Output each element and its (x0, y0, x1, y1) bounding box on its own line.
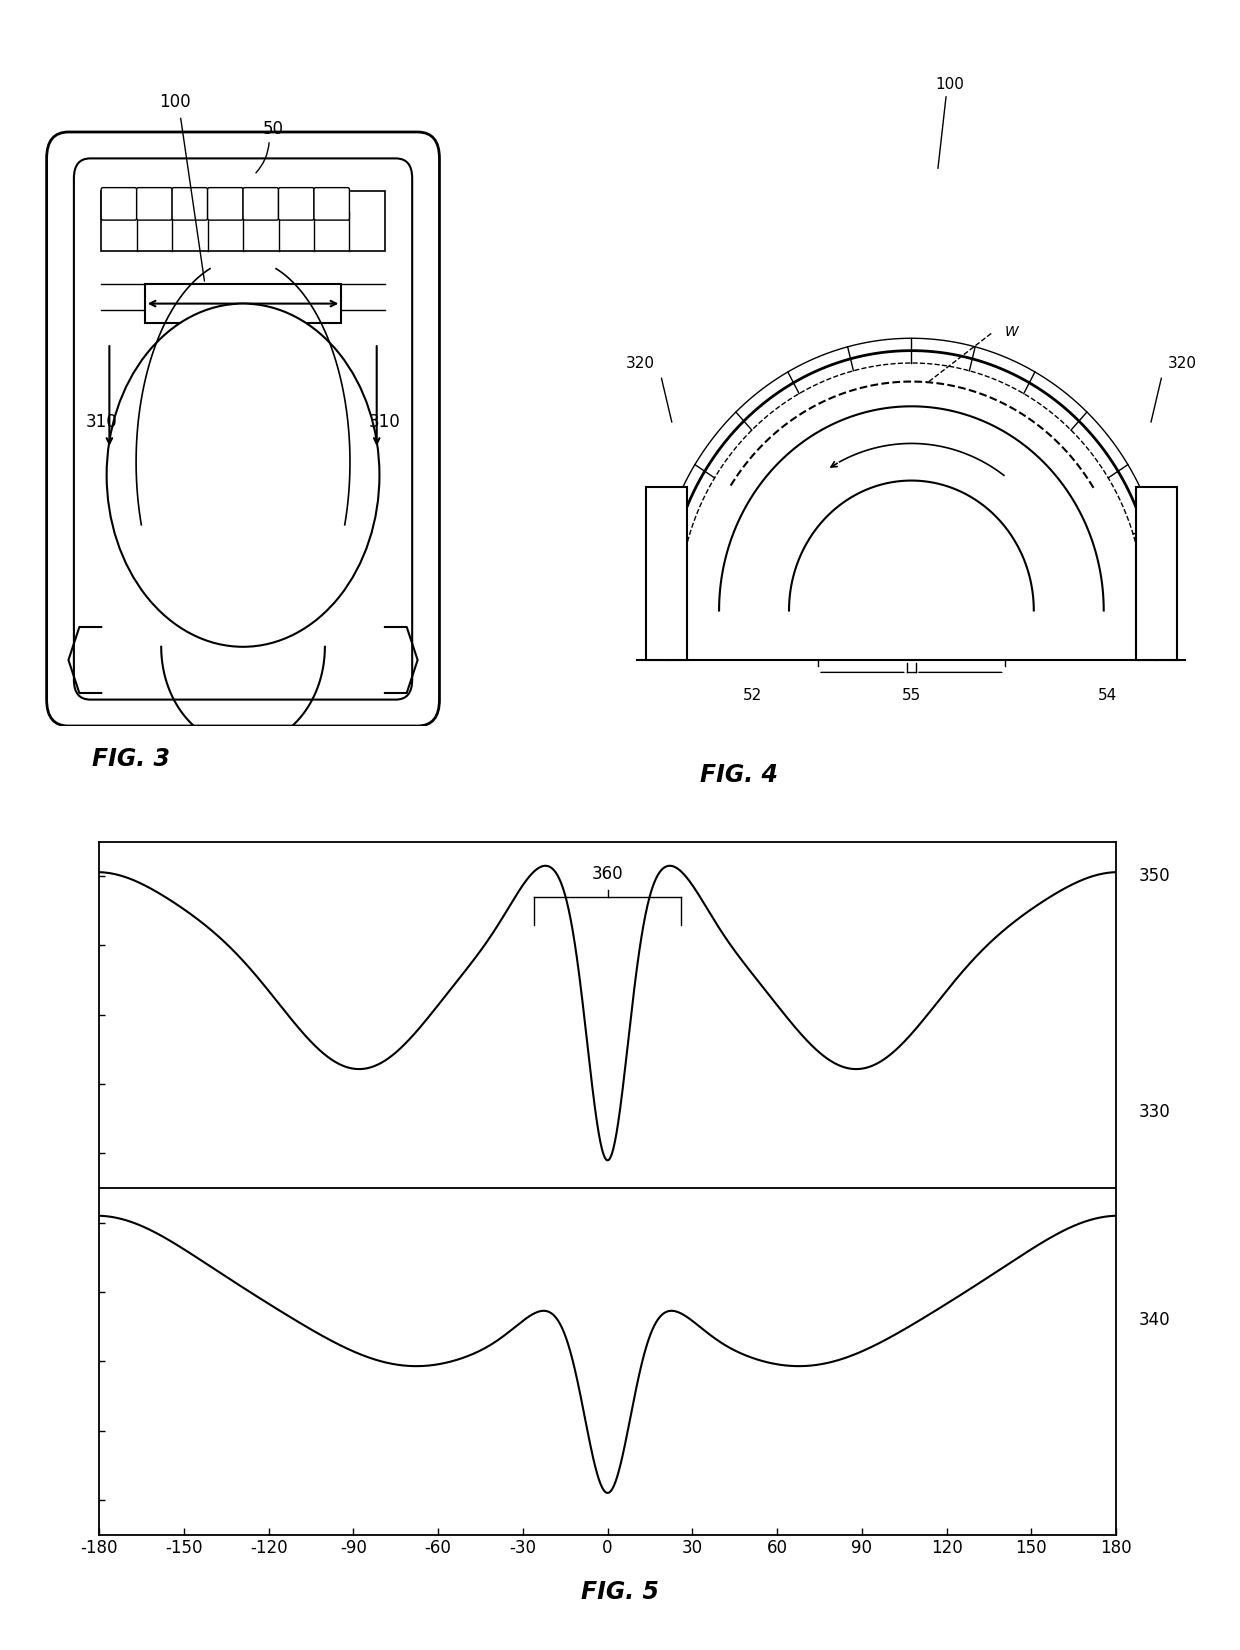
Text: 350: 350 (1138, 868, 1171, 884)
FancyBboxPatch shape (102, 188, 136, 219)
FancyBboxPatch shape (172, 188, 207, 219)
Bar (102, 191, 384, 251)
Text: FIG. 5: FIG. 5 (582, 1581, 658, 1604)
Text: 330: 330 (1138, 1102, 1171, 1120)
FancyBboxPatch shape (314, 188, 350, 219)
FancyBboxPatch shape (47, 132, 439, 726)
Bar (145, 284, 341, 323)
FancyBboxPatch shape (207, 188, 243, 219)
Text: FIG. 4: FIG. 4 (701, 764, 777, 787)
Text: 340: 340 (1138, 1310, 1171, 1328)
Text: 320: 320 (626, 355, 655, 371)
Text: 50: 50 (263, 120, 284, 137)
Text: 52: 52 (743, 688, 761, 703)
Text: 360: 360 (591, 865, 624, 883)
Text: 55: 55 (901, 688, 921, 703)
Text: W: W (1004, 325, 1018, 338)
Text: 100: 100 (159, 94, 191, 111)
Text: FIG. 3: FIG. 3 (93, 747, 170, 771)
FancyBboxPatch shape (243, 188, 279, 219)
Text: 310: 310 (86, 414, 117, 431)
Text: 320: 320 (1168, 355, 1197, 371)
Text: 54: 54 (1097, 688, 1117, 703)
Bar (646, 487, 687, 660)
Bar (1136, 487, 1177, 660)
FancyBboxPatch shape (74, 158, 412, 700)
FancyBboxPatch shape (279, 188, 314, 219)
FancyBboxPatch shape (136, 188, 172, 219)
Text: L: L (238, 333, 248, 351)
Text: 100: 100 (935, 78, 963, 92)
Text: 310: 310 (370, 414, 401, 431)
Ellipse shape (107, 304, 379, 647)
